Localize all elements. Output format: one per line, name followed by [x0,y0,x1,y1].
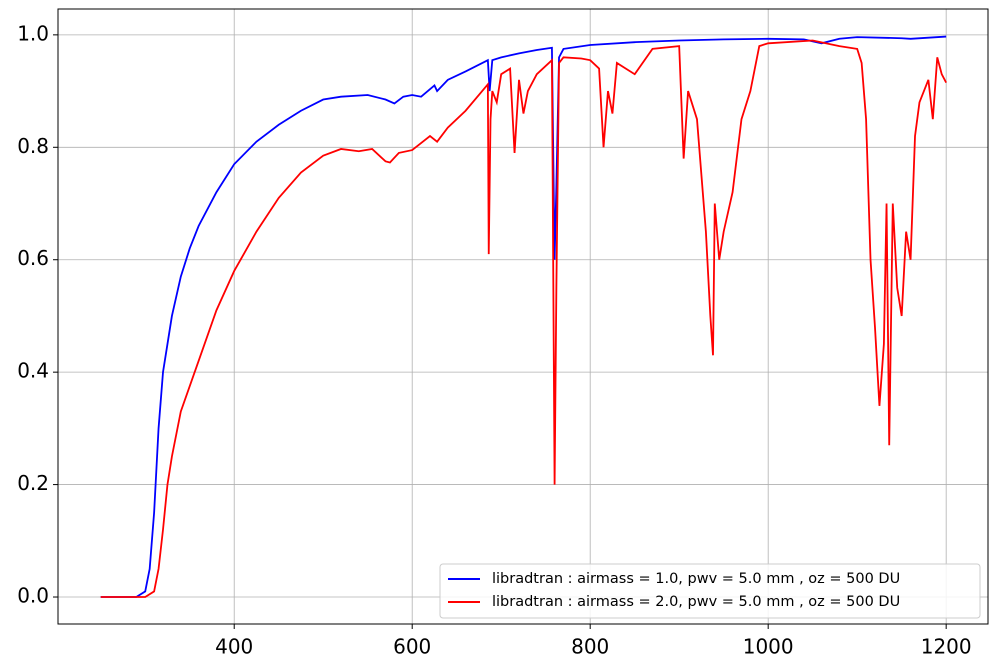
y-tick-label: 0.2 [17,471,49,495]
x-tick-label: 1200 [921,635,972,659]
x-tick-label: 1000 [743,635,794,659]
y-tick-label: 0.0 [17,584,49,608]
x-tick-label: 400 [215,635,253,659]
plot-frame [57,8,989,625]
legend-box [439,563,981,619]
data-line [100,35,947,598]
y-tick-label: 0.8 [17,134,49,158]
x-tick-label: 600 [393,635,431,659]
x-tick-label: 800 [571,635,609,659]
y-tick-label: 0.4 [17,359,49,383]
y-tick-label: 0.6 [17,246,49,270]
data-line [100,39,947,598]
legend-label: libradtran : airmass = 1.0, pwv = 5.0 mm… [492,571,900,587]
y-tick-label: 1.0 [17,21,49,45]
legend-label: libradtran : airmass = 2.0, pwv = 5.0 mm… [492,594,900,610]
